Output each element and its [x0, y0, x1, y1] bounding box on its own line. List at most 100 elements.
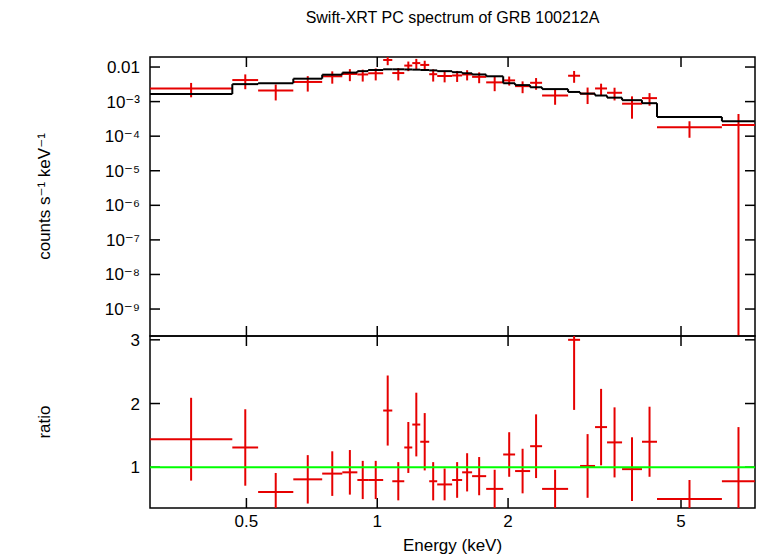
step-riser [451, 71, 453, 72]
chart-canvas: 0.0110⁻³10⁻⁴10⁻⁵10⁻⁶10⁻⁷10⁻⁸10⁻⁹Swift-XR… [0, 0, 758, 556]
step-riser [461, 72, 463, 73]
step-riser [367, 70, 369, 71]
y-tick-label: 10⁻⁷ [106, 231, 140, 250]
y-error-bar [444, 469, 446, 501]
model-step [293, 78, 322, 80]
model-step [368, 69, 383, 71]
y-error-bar [587, 88, 589, 104]
y-error-bar [494, 77, 496, 91]
x-tick [246, 57, 248, 67]
y-error-bar [387, 57, 389, 65]
y-tick [150, 66, 160, 68]
y-error-bar [554, 470, 556, 508]
model-step [383, 68, 392, 70]
step-riser [485, 74, 487, 76]
step-riser [403, 68, 405, 70]
step-riser [257, 82, 259, 85]
y-tick [150, 101, 160, 103]
model-step [472, 73, 486, 75]
chart-title: Swift-XRT PC spectrum of GRB 100212A [306, 9, 600, 26]
y-tick [745, 101, 755, 103]
y-tick [745, 170, 755, 172]
y-tick [745, 239, 755, 241]
model-step [392, 68, 404, 70]
step-riser [292, 79, 294, 84]
y-tick-label: 10⁻⁴ [105, 127, 140, 146]
y-error-bar [466, 453, 468, 491]
y-tick-label: 10⁻⁶ [105, 196, 140, 215]
y-tick-label: 10⁻³ [106, 93, 140, 112]
y-error-bar [190, 83, 192, 97]
step-riser [541, 87, 543, 89]
step-riser [419, 69, 421, 71]
y-error-bar [407, 422, 409, 473]
x-tick [376, 326, 378, 336]
y-error-bar [331, 71, 333, 83]
y-tick [745, 205, 755, 207]
model-step [530, 86, 542, 88]
y-tick [745, 135, 755, 137]
x-tick [376, 498, 378, 508]
step-riser [529, 85, 531, 87]
x-tick [507, 336, 509, 346]
step-riser [594, 94, 596, 96]
model-step [607, 97, 622, 99]
step-riser [721, 117, 723, 121]
model-step [357, 70, 368, 72]
y-error-bar [508, 77, 510, 86]
x-tick [376, 57, 378, 67]
step-riser [382, 68, 384, 71]
y-error-bar [737, 114, 739, 336]
model-step [412, 69, 420, 71]
step-riser [321, 75, 323, 79]
model-step [420, 69, 429, 71]
model-step [503, 82, 515, 84]
y-error-bar [688, 480, 690, 508]
y-axis-label: counts s⁻¹ keV⁻¹ [35, 133, 54, 260]
x-tick-label: 0.5 [235, 512, 259, 531]
y-error-bar [415, 393, 417, 457]
model-step [642, 102, 657, 104]
step-riser [514, 83, 516, 85]
y-error-bar [478, 457, 480, 495]
y-error-bar [535, 414, 537, 478]
step-riser [621, 98, 623, 101]
y-tick [745, 339, 755, 341]
y-error-bar [444, 72, 446, 83]
y-error-bar [275, 473, 277, 508]
y-tick [150, 403, 160, 405]
model-step [452, 71, 462, 73]
model-step [657, 116, 722, 118]
step-riser [656, 103, 658, 117]
y-tick-label: 0.01 [107, 58, 140, 77]
step-riser [231, 84, 233, 94]
y-tick [745, 403, 755, 405]
y-error-bar [508, 432, 510, 477]
x-tick [680, 336, 682, 346]
y-error-bar [415, 59, 417, 69]
y-error-bar [631, 437, 633, 501]
x-tick [246, 326, 248, 336]
model-step [322, 74, 342, 76]
y-error-bar [387, 375, 389, 445]
model-step [150, 93, 232, 95]
y-tick-label: 10⁻⁵ [105, 162, 140, 181]
y-error-bar [573, 71, 575, 83]
y-error-bar [600, 84, 602, 96]
model-step [542, 88, 568, 90]
x-tick [376, 336, 378, 346]
x-tick [507, 498, 509, 508]
step-riser [411, 68, 413, 70]
y-error-bar [554, 90, 556, 105]
model-step [595, 95, 607, 97]
step-riser [471, 73, 473, 74]
y-error-bar [275, 85, 277, 101]
y-tick [150, 274, 160, 276]
y-axis-label: ratio [35, 405, 54, 438]
x-tick [507, 326, 509, 336]
y-error-bar [349, 450, 351, 495]
model-step [429, 69, 437, 71]
y-tick [150, 339, 160, 341]
x-tick [680, 57, 682, 67]
y-tick [150, 135, 160, 137]
